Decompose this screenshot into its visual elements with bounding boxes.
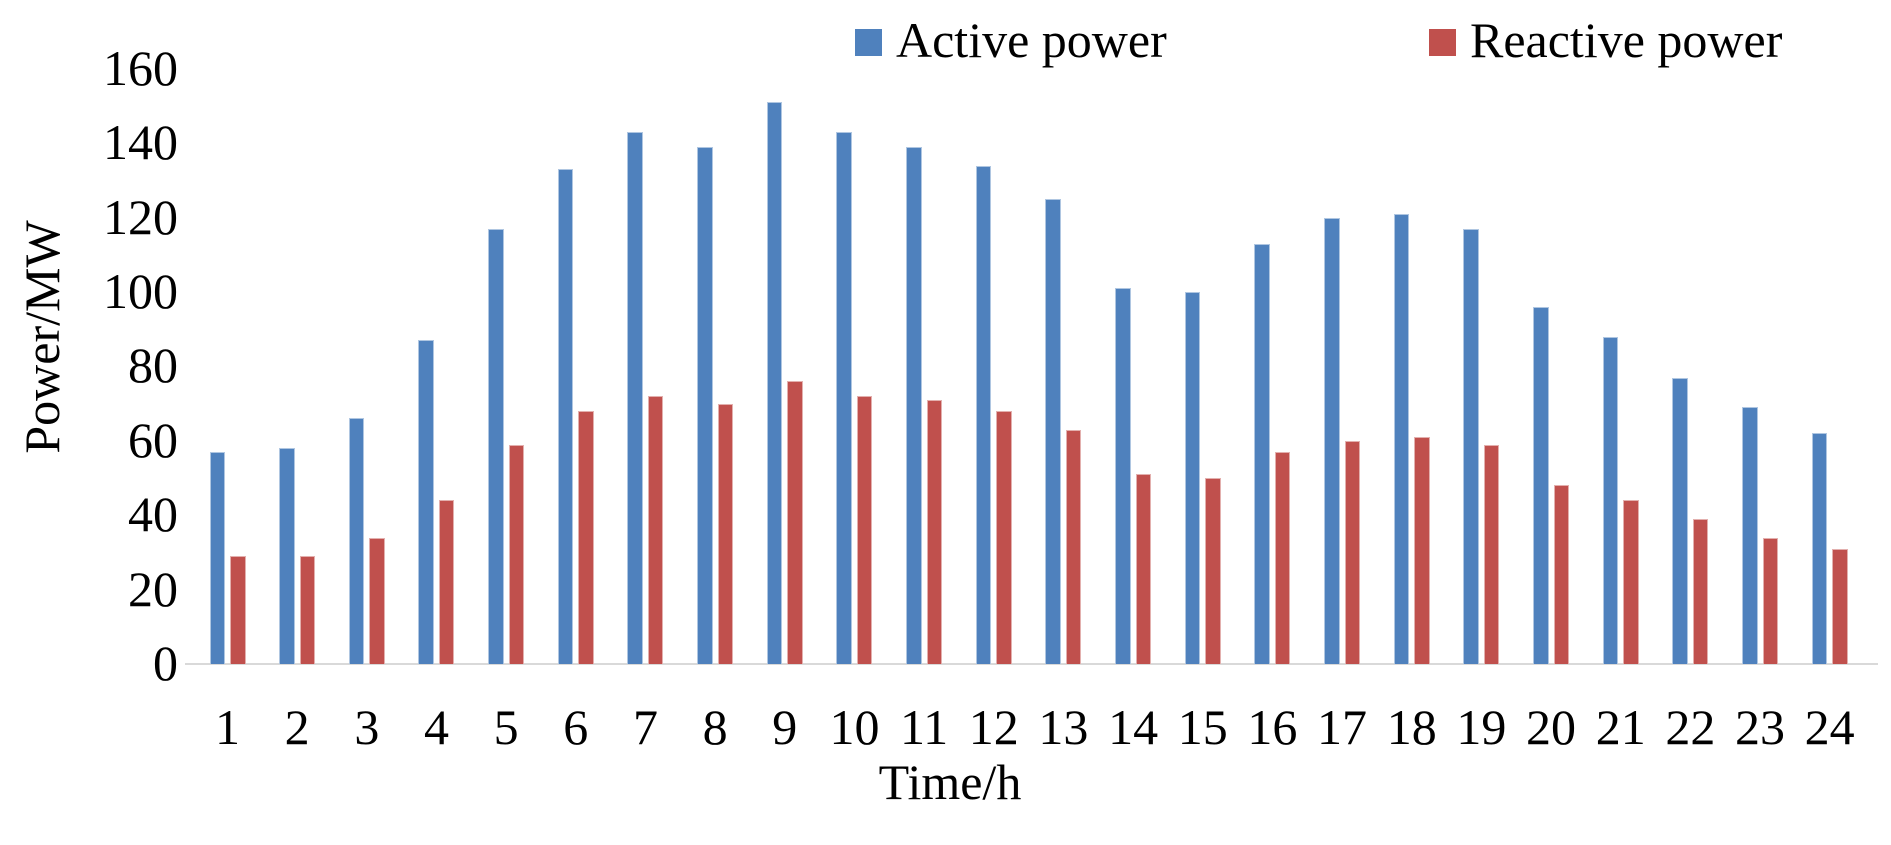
x-tick-label: 16 <box>1247 699 1298 755</box>
y-tick-label: 160 <box>103 39 178 96</box>
bar-reactive-power <box>299 556 316 664</box>
bar-active-power <box>1324 217 1340 664</box>
bar-reactive-power <box>647 396 664 664</box>
bar-active-power <box>975 165 992 664</box>
x-tick-label: 10 <box>829 699 880 755</box>
legend-label-reactive-power: Reactive power <box>1470 12 1783 68</box>
x-tick-label: 12 <box>968 699 1019 755</box>
bar-active-power <box>1742 407 1758 664</box>
x-tick-label: 22 <box>1665 699 1716 755</box>
bar-reactive-power <box>787 381 803 664</box>
x-tick-label: 13 <box>1038 699 1089 755</box>
x-tick-label: 19 <box>1456 699 1507 755</box>
legend-label-active-power: Active power <box>896 12 1167 68</box>
y-tick-label: 120 <box>103 188 178 245</box>
y-tick-label: 40 <box>128 486 178 543</box>
bar-reactive-power <box>1205 478 1221 664</box>
bar-reactive-power <box>1344 440 1361 664</box>
bar-reactive-power <box>1135 474 1152 664</box>
bar-reactive-power <box>230 556 246 664</box>
x-axis-title: Time/h <box>878 754 1022 810</box>
x-tick-label: 3 <box>354 699 380 755</box>
bar-active-power <box>1393 213 1410 664</box>
y-tick-label: 80 <box>128 337 178 394</box>
x-tick-label: 17 <box>1317 699 1368 755</box>
bar-reactive-power <box>996 411 1012 664</box>
x-tick-label: 9 <box>772 699 798 755</box>
bar-active-power <box>1811 433 1828 664</box>
y-tick-label: 60 <box>128 411 178 468</box>
bar-reactive-power <box>1762 537 1779 664</box>
bar-reactive-power <box>1414 437 1430 664</box>
bar-reactive-power <box>1274 451 1291 664</box>
bar-active-power <box>488 228 504 664</box>
bar-active-power <box>836 132 852 664</box>
bar-reactive-power <box>1553 485 1570 664</box>
x-tick-label: 23 <box>1735 699 1786 755</box>
legend-swatch-reactive-power <box>1429 29 1456 56</box>
bar-active-power <box>418 340 434 664</box>
bar-active-power <box>1254 243 1270 664</box>
x-tick-label: 7 <box>632 699 658 755</box>
bar-active-power <box>1115 288 1131 664</box>
bar-active-power <box>906 146 922 664</box>
bar-reactive-power <box>1483 444 1500 664</box>
bar-active-power <box>348 418 365 664</box>
bar-active-power <box>1533 306 1549 664</box>
bar-active-power <box>1672 377 1688 664</box>
bar-reactive-power <box>926 399 943 664</box>
y-tick-label: 100 <box>103 263 178 319</box>
x-tick-label: 21 <box>1595 699 1646 755</box>
x-tick-label: 15 <box>1177 699 1228 755</box>
x-tick-label: 5 <box>493 699 519 755</box>
x-tick-label: 2 <box>284 699 310 755</box>
x-tick-label: 14 <box>1108 699 1159 755</box>
bar-active-power <box>697 146 713 664</box>
legend-swatch-active-power <box>855 29 882 56</box>
bar-reactive-power <box>369 537 385 664</box>
x-tick-label: 8 <box>702 699 728 755</box>
x-tick-label: 20 <box>1526 699 1577 755</box>
x-tick-label: 18 <box>1386 699 1437 755</box>
bar-active-power <box>1045 199 1061 664</box>
x-axis-line <box>185 663 1878 665</box>
y-tick-label: 140 <box>103 114 178 171</box>
x-tick-label: 24 <box>1804 699 1855 755</box>
bar-active-power <box>209 451 225 664</box>
bar-reactive-power <box>508 444 525 664</box>
bar-active-power <box>627 132 643 664</box>
bar-active-power <box>1602 336 1619 664</box>
bar-active-power <box>557 169 574 664</box>
bar-reactive-power <box>1832 548 1848 664</box>
bar-active-power <box>766 102 783 664</box>
bar-active-power <box>1184 292 1201 664</box>
bar-reactive-power <box>856 396 873 664</box>
x-tick-label: 1 <box>215 699 240 755</box>
bar-active-power <box>279 448 295 664</box>
bar-active-power <box>1463 228 1479 664</box>
bar-reactive-power <box>438 500 455 664</box>
bar-reactive-power <box>717 403 734 664</box>
bar-reactive-power <box>1065 429 1082 664</box>
bar-reactive-power <box>1623 500 1639 664</box>
bar-reactive-power <box>1692 518 1709 664</box>
bar-reactive-power <box>578 411 594 664</box>
y-tick-label: 20 <box>128 560 178 617</box>
x-tick-label: 6 <box>563 699 589 755</box>
x-tick-label: 11 <box>900 699 949 755</box>
x-tick-label: 4 <box>423 699 449 755</box>
y-tick-label: 0 <box>153 635 178 691</box>
